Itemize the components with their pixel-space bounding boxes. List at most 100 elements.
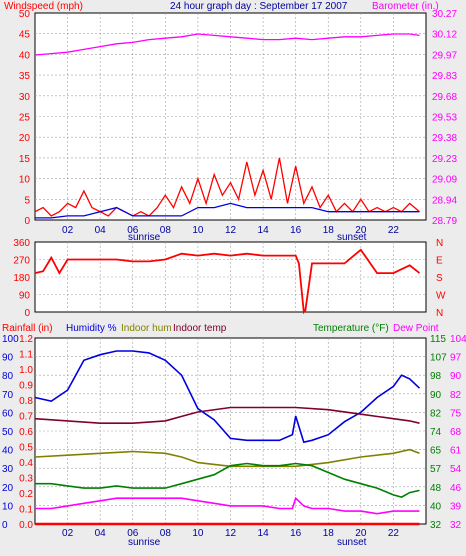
barometer-tick-label: 29.23 xyxy=(432,154,457,165)
windspeed-tick-label: 40 xyxy=(19,50,31,61)
windspeed-tick-label: 0 xyxy=(24,216,30,227)
humidity-tick-label: 30 xyxy=(2,464,14,475)
dewpoint-tick-label: 54 xyxy=(450,464,462,475)
sunrise-label-3: sunrise xyxy=(128,537,161,548)
temperature-tick-label: 107 xyxy=(430,353,447,364)
indoor-temp-label: Indoor temp xyxy=(173,323,227,334)
temperature-tick-label: 57 xyxy=(430,464,442,475)
hour-tick-label: 20 xyxy=(355,528,367,539)
windspeed-tick-label: 15 xyxy=(19,154,31,165)
rainfall-tick-label: 0.2 xyxy=(19,489,33,500)
panel2-series xyxy=(34,248,421,315)
rainfall-tick-label: 0.6 xyxy=(19,427,33,438)
rainfall-axis-label: Rainfall (in) xyxy=(2,323,53,334)
hour-tick-label: 14 xyxy=(258,225,270,236)
rainfall-tick-label: 0.4 xyxy=(19,458,33,469)
windspeed-axis-label: Windspeed (mph) xyxy=(4,1,83,12)
temperature-tick-label: 32 xyxy=(430,520,442,531)
sunset-label-3: sunset xyxy=(337,537,367,548)
direction-tick-label: 360 xyxy=(13,238,30,249)
hour-tick-label: 12 xyxy=(225,528,237,539)
rainfall-tick-label: 0.1 xyxy=(19,505,33,516)
barometer-tick-label: 29.68 xyxy=(432,92,457,103)
dewpoint-tick-label: 75 xyxy=(450,408,462,419)
barometer-tick-label: 29.97 xyxy=(432,50,457,61)
panel3-series xyxy=(34,350,421,526)
graph-title: 24 hour graph day : September 17 2007 xyxy=(170,1,348,12)
hour-tick-label: 18 xyxy=(323,528,335,539)
humidity-axis-label: Humidity % xyxy=(66,323,117,334)
temperature-tick-label: 48 xyxy=(430,483,442,494)
windspeed-tick-label: 45 xyxy=(19,30,31,41)
humidity-tick-label: 10 xyxy=(2,501,14,512)
tick-labels: 02 04 06 08 10 12 14 16 18 20 22 02 04 06 08 10 12 14 16 18… xyxy=(2,9,466,539)
rainfall-tick-label: 0.9 xyxy=(19,381,33,392)
panel1-line-barometer xyxy=(34,33,420,56)
hour-tick-label: 06 xyxy=(127,225,139,236)
direction-tick-label: 270 xyxy=(13,256,30,267)
hour-tick-label: 04 xyxy=(95,528,107,539)
hour-tick-label: 08 xyxy=(160,225,172,236)
temperature-tick-label: 98 xyxy=(430,371,442,382)
hour-tick-label: 06 xyxy=(127,528,139,539)
dewpoint-tick-label: 97 xyxy=(450,353,462,364)
barometer-axis-label: Barometer (in.) xyxy=(372,1,439,12)
hour-tick-label: 22 xyxy=(388,528,400,539)
barometer-tick-label: 29.09 xyxy=(432,175,457,186)
panel1-line-humidity xyxy=(35,202,420,219)
temperature-tick-label: 82 xyxy=(430,408,442,419)
panel1-line-windspeed xyxy=(34,157,420,217)
barometer-tick-label: 30.27 xyxy=(432,9,457,20)
temperature-tick-label: 40 xyxy=(430,501,442,512)
compass-tick-label: E xyxy=(436,256,443,267)
windspeed-tick-label: 25 xyxy=(19,113,31,124)
dewpoint-tick-label: 90 xyxy=(450,371,462,382)
hour-tick-label: 04 xyxy=(95,225,107,236)
barometer-tick-label: 28.94 xyxy=(432,195,457,206)
humidity-tick-label: 60 xyxy=(2,408,14,419)
compass-tick-label: W xyxy=(436,291,446,302)
dewpoint-axis-label: Dew Point xyxy=(393,323,439,334)
humidity-tick-label: 80 xyxy=(2,371,14,382)
indoor-hum-label: Indoor hum xyxy=(121,323,172,334)
barometer-tick-label: 29.83 xyxy=(432,71,457,82)
panel1-gridlines xyxy=(35,13,426,220)
panel3-line-indoor_temp xyxy=(34,406,420,424)
rainfall-tick-label: 1.1 xyxy=(19,350,33,361)
hour-tick-label: 16 xyxy=(290,225,302,236)
dewpoint-tick-label: 104 xyxy=(450,334,466,345)
wind-direction-line xyxy=(34,248,421,315)
hour-tick-label: 20 xyxy=(355,225,367,236)
windspeed-tick-label: 30 xyxy=(19,92,31,103)
dewpoint-tick-label: 82 xyxy=(450,390,462,401)
panel3-line-humidity xyxy=(34,350,421,444)
windspeed-tick-label: 50 xyxy=(19,9,31,20)
windspeed-tick-label: 35 xyxy=(19,71,31,82)
panel1-series xyxy=(34,33,420,219)
hour-tick-label: 02 xyxy=(62,225,74,236)
barometer-tick-label: 28.79 xyxy=(432,216,457,227)
direction-tick-label: 180 xyxy=(13,273,30,284)
windspeed-tick-label: 5 xyxy=(24,195,30,206)
panel3-gridlines xyxy=(35,338,426,524)
dewpoint-tick-label: 32 xyxy=(450,520,462,531)
direction-tick-label: 0 xyxy=(24,308,30,319)
humidity-tick-label: 0 xyxy=(2,520,8,531)
humidity-tick-label: 20 xyxy=(2,483,14,494)
dewpoint-tick-label: 46 xyxy=(450,483,462,494)
rainfall-tick-label: 0.0 xyxy=(19,520,33,531)
humidity-tick-label: 70 xyxy=(2,390,14,401)
sunset-label-1: sunset xyxy=(337,232,367,243)
hour-tick-label: 12 xyxy=(225,225,237,236)
sunrise-label-1: sunrise xyxy=(128,232,161,243)
temperature-tick-label: 74 xyxy=(430,427,442,438)
hour-tick-label: 14 xyxy=(258,528,270,539)
humidity-tick-label: 100 xyxy=(2,334,19,345)
hour-tick-label: 16 xyxy=(290,528,302,539)
dewpoint-tick-label: 39 xyxy=(450,501,462,512)
rainfall-tick-label: 0.7 xyxy=(19,412,33,423)
panel3-line-dew_point xyxy=(35,496,420,515)
humidity-tick-label: 40 xyxy=(2,446,14,457)
barometer-tick-label: 29.53 xyxy=(432,113,457,124)
windspeed-tick-label: 10 xyxy=(19,175,31,186)
